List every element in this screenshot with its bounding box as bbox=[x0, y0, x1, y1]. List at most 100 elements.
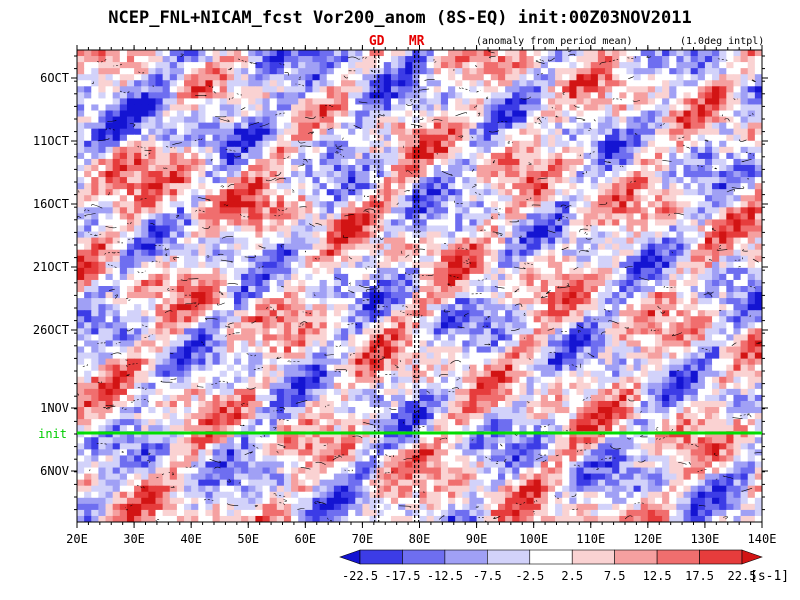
field-cell bbox=[191, 286, 199, 293]
field-cell bbox=[583, 80, 592, 87]
field-cell bbox=[676, 358, 685, 366]
field-cell bbox=[162, 352, 171, 360]
field-cell bbox=[419, 134, 428, 142]
field-cell bbox=[198, 68, 207, 75]
field-cell bbox=[569, 86, 578, 93]
field-cell bbox=[176, 183, 185, 190]
field-cell bbox=[747, 128, 756, 136]
field-cell bbox=[362, 255, 371, 263]
field-cell bbox=[398, 74, 406, 81]
field-cell bbox=[319, 62, 328, 69]
field-cell bbox=[219, 122, 228, 130]
field-cell bbox=[704, 183, 713, 190]
field-cell bbox=[176, 304, 185, 311]
field-cell bbox=[583, 243, 592, 251]
field-cell bbox=[497, 92, 506, 100]
field-cell bbox=[526, 292, 535, 299]
field-cell bbox=[462, 134, 471, 142]
field-cell bbox=[533, 98, 542, 106]
field-cell bbox=[312, 207, 321, 214]
field-cell bbox=[683, 255, 692, 263]
field-cell bbox=[362, 134, 371, 142]
field-cell bbox=[547, 68, 556, 75]
field-cell bbox=[733, 201, 742, 208]
field-cell bbox=[405, 134, 413, 142]
field-cell bbox=[276, 334, 285, 342]
field-cell bbox=[540, 146, 549, 154]
field-cell bbox=[255, 92, 264, 100]
field-cell bbox=[483, 177, 492, 184]
field-cell bbox=[426, 152, 435, 160]
field-cell bbox=[376, 358, 385, 366]
field-cell bbox=[412, 110, 421, 118]
field-cell bbox=[376, 316, 385, 323]
field-cell bbox=[633, 164, 642, 172]
field-cell bbox=[555, 267, 563, 275]
field-cell bbox=[255, 328, 264, 336]
field-cell bbox=[555, 146, 563, 154]
field-cell bbox=[219, 328, 228, 336]
field-cell bbox=[712, 50, 720, 57]
field-cell bbox=[276, 122, 285, 130]
field-cell bbox=[462, 243, 471, 251]
field-cell bbox=[626, 304, 635, 311]
field-cell bbox=[669, 74, 677, 81]
field-cell bbox=[619, 201, 628, 208]
field-cell bbox=[469, 146, 478, 154]
field-cell bbox=[262, 255, 271, 263]
field-cell bbox=[248, 86, 256, 93]
field-cell bbox=[176, 243, 185, 251]
field-cell bbox=[576, 261, 585, 269]
field-cell bbox=[676, 62, 685, 69]
field-cell bbox=[612, 104, 620, 112]
field-cell bbox=[348, 286, 356, 293]
field-cell bbox=[184, 86, 192, 93]
field-cell bbox=[291, 177, 299, 184]
field-cell bbox=[105, 86, 114, 93]
field-cell bbox=[540, 213, 549, 221]
field-cell bbox=[383, 98, 392, 106]
field-cell bbox=[683, 304, 692, 311]
field-cell bbox=[754, 207, 762, 214]
field-cell bbox=[77, 122, 85, 130]
field-cell bbox=[148, 92, 157, 100]
field-cell bbox=[298, 310, 306, 317]
field-cell bbox=[605, 286, 613, 293]
field-cell bbox=[612, 310, 620, 317]
field-cell bbox=[355, 243, 364, 251]
field-cell bbox=[512, 56, 520, 63]
field-cell bbox=[134, 207, 142, 214]
field-cell bbox=[233, 328, 242, 336]
field-cell bbox=[540, 116, 549, 124]
field-cell bbox=[105, 98, 114, 106]
field-cell bbox=[448, 74, 456, 81]
field-cell bbox=[669, 267, 677, 275]
field-cell bbox=[298, 80, 306, 87]
field-cell bbox=[198, 243, 207, 251]
field-cell bbox=[248, 195, 256, 202]
field-cell bbox=[291, 346, 299, 354]
field-cell bbox=[77, 140, 85, 148]
field-cell bbox=[198, 292, 207, 299]
field-cell bbox=[576, 292, 585, 299]
field-cell bbox=[483, 219, 492, 227]
field-cell bbox=[626, 292, 635, 299]
field-cell bbox=[597, 322, 606, 329]
field-cell bbox=[98, 56, 107, 63]
field-cell bbox=[141, 164, 149, 172]
field-cell bbox=[590, 50, 599, 57]
field-cell bbox=[562, 225, 570, 233]
field-cell bbox=[605, 68, 613, 75]
field-cell bbox=[390, 334, 399, 342]
field-cell bbox=[333, 183, 342, 190]
field-cell bbox=[640, 164, 649, 172]
field-cell bbox=[647, 104, 656, 112]
field-cell bbox=[497, 56, 506, 63]
field-cell bbox=[105, 219, 114, 227]
field-cell bbox=[283, 334, 292, 342]
field-cell bbox=[462, 152, 471, 160]
field-cell bbox=[148, 74, 157, 81]
field-cell bbox=[612, 158, 620, 166]
field-cell bbox=[269, 158, 278, 166]
field-cell bbox=[469, 310, 478, 317]
